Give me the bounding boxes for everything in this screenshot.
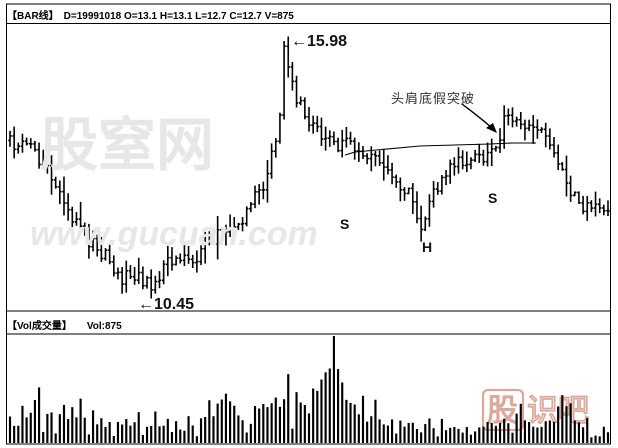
svg-text:股: 股: [487, 393, 518, 428]
svg-text:www.gucuan.com: www.gucuan.com: [30, 215, 318, 253]
svg-text:股窒网: 股窒网: [40, 113, 214, 178]
